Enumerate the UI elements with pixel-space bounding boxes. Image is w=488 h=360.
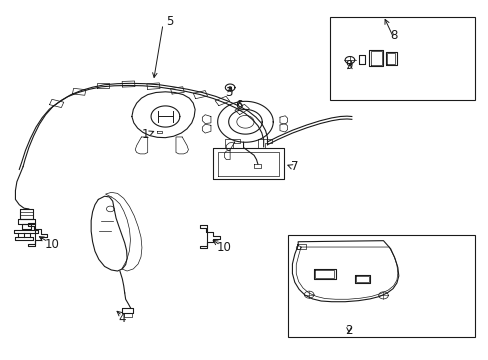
Text: 9: 9 bbox=[345, 59, 352, 72]
Text: 6: 6 bbox=[235, 99, 242, 112]
Text: 10: 10 bbox=[44, 238, 59, 251]
Bar bbox=[287, 235, 473, 337]
Text: 3: 3 bbox=[225, 86, 232, 99]
Text: 10: 10 bbox=[217, 241, 231, 254]
Text: 7: 7 bbox=[290, 160, 298, 173]
Text: 1: 1 bbox=[141, 129, 149, 141]
Bar bbox=[329, 17, 473, 100]
Text: 2: 2 bbox=[345, 324, 352, 337]
Text: 4: 4 bbox=[118, 312, 126, 325]
Text: 8: 8 bbox=[389, 29, 397, 42]
Text: 5: 5 bbox=[166, 15, 174, 28]
